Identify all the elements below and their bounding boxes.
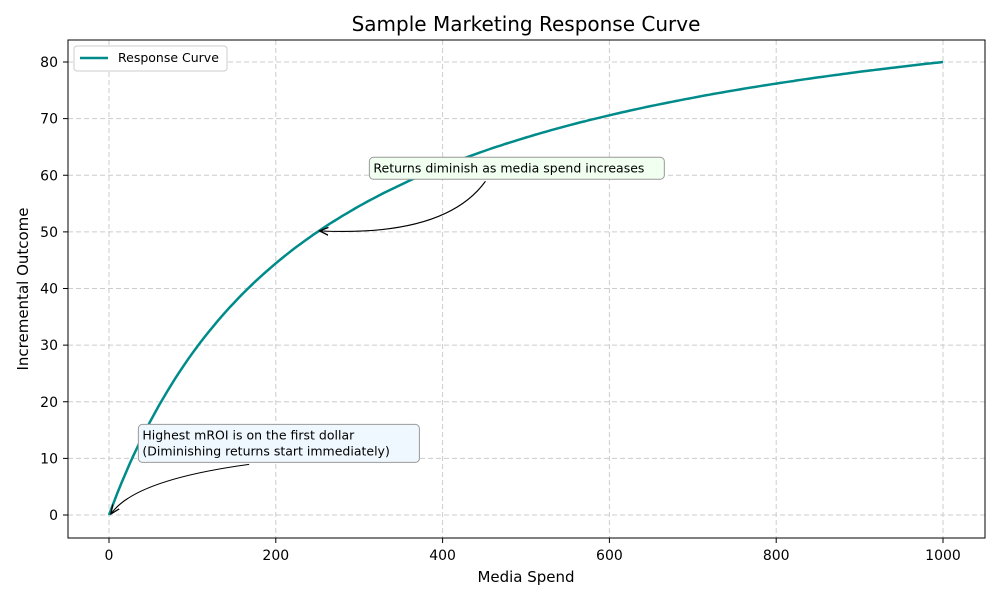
annotation-text: (Diminishing returns start immediately) — [142, 443, 389, 458]
response-curve-line — [107, 60, 944, 516]
annotation-text: Highest mROI is on the first dollar — [142, 427, 355, 442]
ticks: 0 200 400 600 800 1000 0 10 20 30 40 50 60 70 80 — [40, 55, 961, 564]
annotation-box — [368, 156, 665, 180]
legend: Response Curve — [73, 45, 228, 72]
x-axis-label: Media Spend — [477, 568, 574, 586]
annotation-arrow — [111, 463, 250, 514]
x-tick-label: 600 — [596, 548, 623, 564]
y-tick-label: 80 — [40, 55, 58, 71]
x-tick-label: 1000 — [925, 548, 961, 564]
y-tick-label: 40 — [40, 282, 58, 298]
annotation-arrow — [320, 180, 486, 231]
y-tick-label: 70 — [40, 112, 58, 128]
x-tick-label: 200 — [262, 548, 289, 564]
y-tick-label: 50 — [40, 225, 58, 241]
y-tick-label: 10 — [40, 451, 58, 467]
x-tick-label: 800 — [763, 548, 790, 564]
chart-title: Sample Marketing Response Curve — [352, 12, 701, 36]
y-tick-label: 0 — [49, 508, 58, 524]
series-layer — [107, 60, 944, 516]
legend-label: Response Curve — [118, 50, 219, 65]
x-tick-label: 400 — [429, 548, 456, 564]
y-tick-label: 20 — [40, 395, 58, 411]
x-tick-label: 0 — [105, 548, 114, 564]
grid — [68, 40, 985, 538]
annotation-box — [137, 423, 420, 463]
annotation-text: Returns diminish as media spend increase… — [373, 160, 644, 175]
y-tick-label: 60 — [40, 168, 58, 184]
y-axis-label: Incremental Outcome — [14, 207, 32, 370]
annotations: Highest mROI is on the first dollar(Dimi… — [111, 156, 665, 514]
y-tick-label: 30 — [40, 338, 58, 354]
